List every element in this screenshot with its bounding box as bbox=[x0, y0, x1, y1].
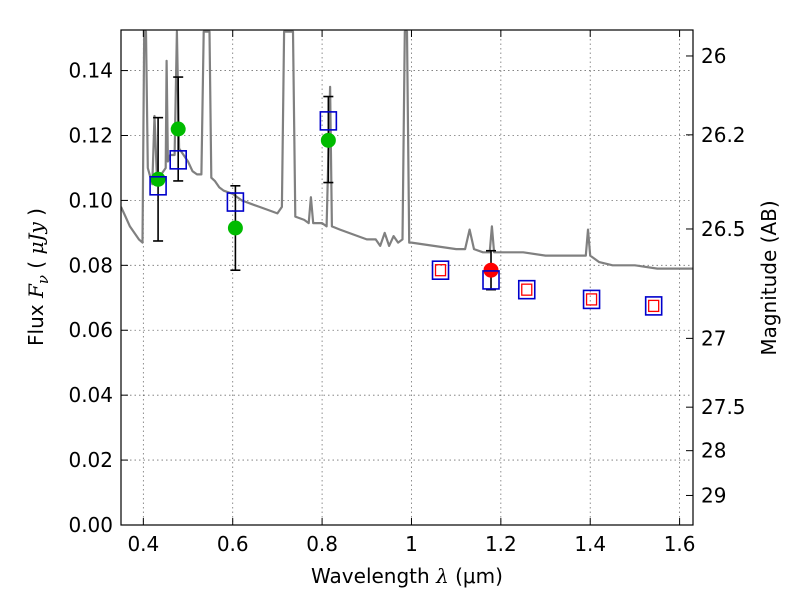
x-tick-label: 1.2 bbox=[485, 532, 517, 556]
y2-axis-label: Magnitude (AB) bbox=[757, 200, 781, 355]
y2-tick-label: 28 bbox=[701, 439, 726, 463]
measured-flux-point bbox=[170, 121, 186, 137]
model-flux-inner-square bbox=[648, 299, 660, 313]
y-axis-label: Flux Fν ( μJy ) bbox=[24, 208, 52, 346]
y-tick-label: 0.12 bbox=[68, 123, 113, 147]
y-tick-label: 0.02 bbox=[68, 448, 113, 472]
model-flux-square bbox=[149, 176, 167, 196]
axis-ticks bbox=[121, 30, 693, 526]
model-spectrum-line bbox=[121, 30, 693, 270]
x-tick-label: 0.4 bbox=[127, 532, 159, 556]
model-flux-inner-square bbox=[521, 283, 533, 296]
x-tick-label: 1.6 bbox=[664, 532, 696, 556]
model-flux-square bbox=[582, 289, 601, 310]
x-tick-label: 0.8 bbox=[306, 532, 338, 556]
y-tick-label: 0.06 bbox=[68, 318, 113, 342]
y-tick-label: 0.10 bbox=[68, 188, 113, 212]
x-tick-label: 0.6 bbox=[217, 532, 249, 556]
x-tick-label: 1.4 bbox=[574, 532, 606, 556]
x-axis-label: Wavelength λ (μm) bbox=[311, 564, 503, 588]
measured-flux-point bbox=[150, 171, 166, 187]
model-flux-square bbox=[226, 192, 245, 212]
model-flux-square bbox=[482, 270, 500, 290]
model-flux-inner-square bbox=[434, 264, 447, 277]
y-tick-label: 0.14 bbox=[68, 59, 113, 83]
model-flux-square bbox=[644, 296, 663, 316]
model-flux-square bbox=[319, 111, 338, 131]
y2-tick-label: 26.5 bbox=[701, 217, 746, 241]
x-tick-label: 1 bbox=[405, 532, 418, 556]
grid bbox=[121, 30, 693, 526]
y2-tick-label: 27 bbox=[701, 326, 726, 350]
y-tick-label: 0.04 bbox=[68, 383, 113, 407]
model-flux-square bbox=[517, 279, 536, 300]
model-flux-square bbox=[169, 150, 187, 170]
plot-content bbox=[121, 30, 693, 316]
measured-flux-point bbox=[320, 132, 336, 148]
model-flux-square bbox=[431, 260, 450, 280]
model-flux-inner-square bbox=[585, 293, 598, 306]
y2-tick-label: 26.2 bbox=[701, 123, 746, 147]
axis-tick-labels: 0.4 0.6 0.8 1 1.2 1.4 1.6 0.00 0.02 0.04 0.06 0.08 0… bbox=[68, 44, 745, 556]
y2-tick-label: 29 bbox=[701, 483, 726, 507]
plot-frame bbox=[120, 29, 694, 526]
y2-tick-label: 26 bbox=[701, 44, 726, 68]
measured-flux-point bbox=[227, 220, 243, 236]
y-tick-label: 0.08 bbox=[68, 253, 113, 277]
y2-tick-label: 27.5 bbox=[701, 395, 746, 419]
y-tick-label: 0.00 bbox=[68, 513, 113, 537]
